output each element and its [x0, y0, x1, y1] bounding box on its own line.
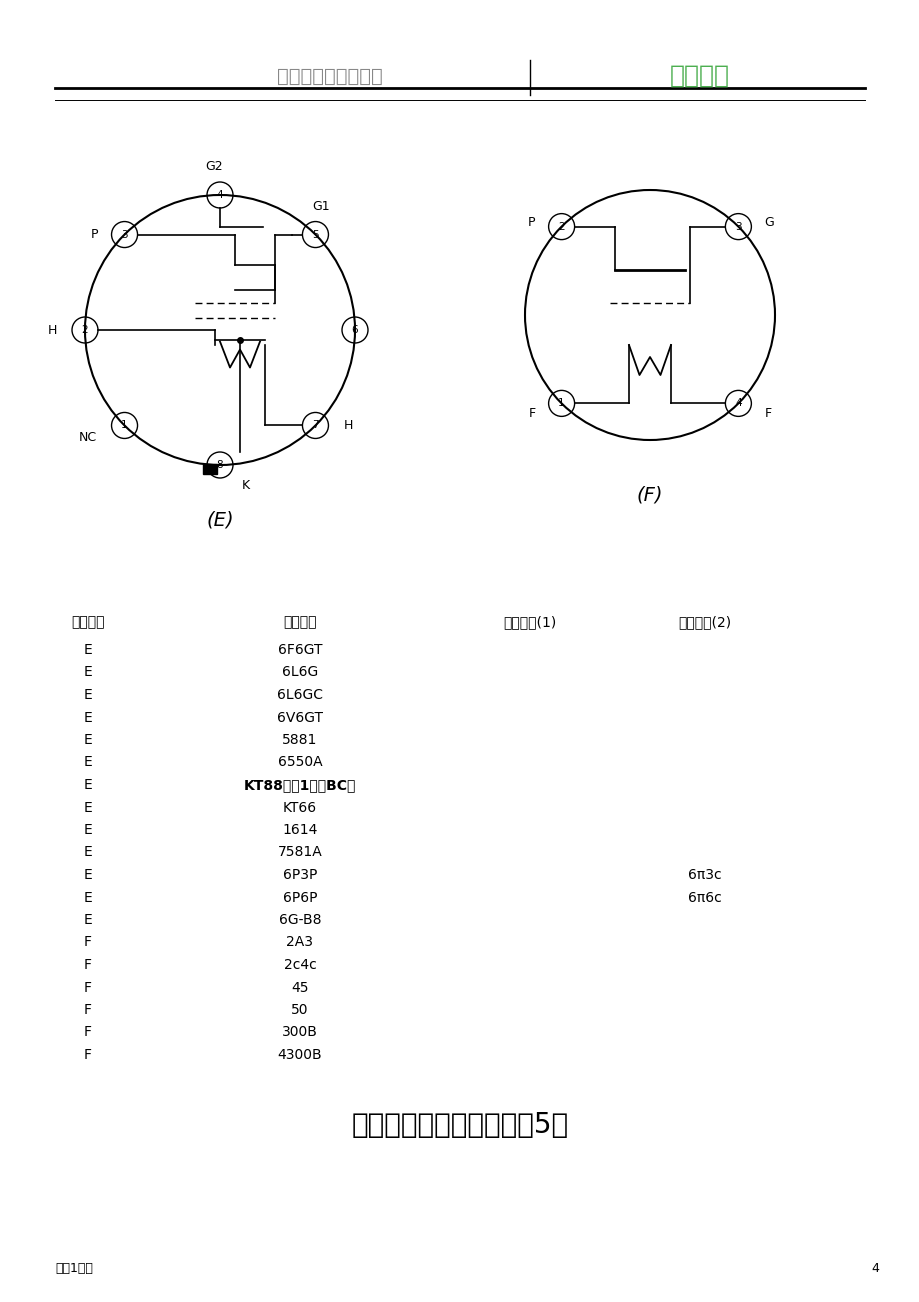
Text: 4: 4 [870, 1262, 878, 1275]
Text: KT88（第1脚为BC）: KT88（第1脚为BC） [244, 779, 356, 792]
Text: E: E [84, 779, 92, 792]
Text: E: E [84, 755, 92, 769]
Text: F: F [764, 408, 771, 419]
Text: 4300B: 4300B [278, 1048, 322, 1062]
Text: 6: 6 [351, 326, 357, 335]
Text: H: H [48, 323, 57, 336]
Text: 45: 45 [291, 980, 309, 995]
Text: 6V6GT: 6V6GT [277, 711, 323, 724]
Text: P: P [91, 228, 98, 241]
Text: 页眉页脚可一键删除: 页眉页脚可一键删除 [277, 66, 382, 86]
Text: E: E [84, 711, 92, 724]
Text: 6550A: 6550A [278, 755, 322, 769]
Text: 2c4c: 2c4c [283, 958, 316, 973]
Text: F: F [528, 408, 535, 419]
Text: 6L6G: 6L6G [281, 665, 318, 680]
Text: 6P3P: 6P3P [282, 868, 317, 881]
Text: 5: 5 [312, 229, 318, 240]
Text: 仅供借鉴: 仅供借鉴 [669, 64, 729, 89]
Text: G1: G1 [312, 199, 330, 212]
Text: 管子型号: 管子型号 [283, 615, 316, 629]
Text: 7: 7 [312, 421, 318, 431]
Text: 行业1材料: 行业1材料 [55, 1262, 93, 1275]
Text: F: F [84, 980, 92, 995]
Text: E: E [84, 868, 92, 881]
Bar [203, 464, 217, 474]
Text: 4: 4 [217, 190, 223, 201]
Text: 50: 50 [291, 1003, 309, 1017]
Text: 管子型号(1): 管子型号(1) [503, 615, 556, 629]
Text: F: F [84, 1003, 92, 1017]
Text: 1: 1 [558, 398, 564, 409]
Text: 7581A: 7581A [278, 845, 322, 859]
Text: E: E [84, 733, 92, 747]
Text: 300B: 300B [282, 1026, 318, 1039]
Text: NC: NC [78, 431, 96, 444]
Text: KT66: KT66 [283, 801, 317, 815]
Text: K: K [242, 479, 250, 492]
Text: E: E [84, 665, 92, 680]
Text: 3: 3 [121, 229, 128, 240]
Text: (E): (E) [206, 510, 233, 530]
Text: (F): (F) [636, 486, 663, 504]
Text: G: G [764, 216, 773, 229]
Text: 3: 3 [734, 221, 741, 232]
Text: E: E [84, 913, 92, 927]
Text: 1: 1 [121, 421, 128, 431]
Text: 6P6P: 6P6P [282, 891, 317, 905]
Text: 2: 2 [558, 221, 564, 232]
Text: 管脚图例: 管脚图例 [71, 615, 105, 629]
Text: E: E [84, 801, 92, 815]
Text: E: E [84, 845, 92, 859]
Text: 8: 8 [217, 460, 223, 470]
Text: 1614: 1614 [282, 823, 317, 837]
Text: G2: G2 [205, 160, 222, 173]
Text: E: E [84, 891, 92, 905]
Text: 6π6c: 6π6c [687, 891, 721, 905]
Text: E: E [84, 687, 92, 702]
Text: F: F [84, 1026, 92, 1039]
Text: 管子型号(2): 管子型号(2) [677, 615, 731, 629]
Text: F: F [84, 1048, 92, 1062]
Text: 6F6GT: 6F6GT [278, 643, 322, 658]
Text: 5881: 5881 [282, 733, 317, 747]
Text: E: E [84, 643, 92, 658]
Text: 6L6GC: 6L6GC [277, 687, 323, 702]
Text: 6π3c: 6π3c [687, 868, 721, 881]
Text: 4: 4 [734, 398, 741, 409]
Text: 6G-B8: 6G-B8 [278, 913, 321, 927]
Text: 2: 2 [82, 326, 88, 335]
Text: P: P [528, 216, 535, 229]
Text: 常用电子管管脚接线图（5）: 常用电子管管脚接线图（5） [351, 1111, 568, 1139]
Text: E: E [84, 823, 92, 837]
Text: H: H [343, 419, 353, 432]
Text: 2A3: 2A3 [286, 936, 313, 949]
Text: F: F [84, 958, 92, 973]
Text: F: F [84, 936, 92, 949]
